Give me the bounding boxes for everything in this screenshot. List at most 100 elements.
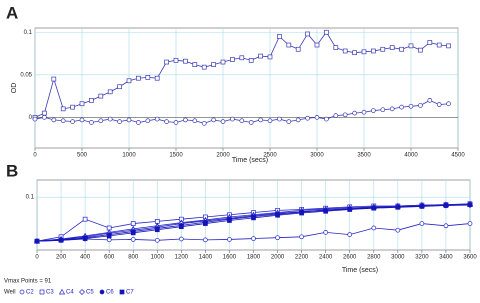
data-point xyxy=(408,43,414,49)
data-point xyxy=(220,59,226,65)
x-tick-label: 2500 xyxy=(263,153,277,159)
data-point xyxy=(154,237,160,243)
data-point xyxy=(201,64,207,70)
data-point xyxy=(239,118,245,124)
data-point xyxy=(427,40,433,45)
data-point xyxy=(117,119,122,124)
data-point xyxy=(178,224,184,230)
x-tick-label: 500 xyxy=(77,153,88,159)
x-tick-label: 0 xyxy=(33,153,37,159)
data-point xyxy=(239,55,245,61)
data-point xyxy=(275,212,280,218)
data-point xyxy=(342,112,348,118)
data-point xyxy=(42,115,47,120)
data-point xyxy=(60,106,66,112)
data-point xyxy=(395,227,401,233)
x-tick-label: 3200 xyxy=(415,255,429,261)
y-axis-label: OD xyxy=(11,83,18,94)
data-point xyxy=(248,120,254,125)
data-point xyxy=(408,103,414,109)
data-point xyxy=(371,48,376,54)
data-point xyxy=(192,118,198,124)
y-tick-label: 0.1 xyxy=(26,195,35,201)
x-tick-label: 1500 xyxy=(169,153,183,159)
data-point xyxy=(352,110,357,116)
data-point xyxy=(227,218,232,223)
data-point xyxy=(436,42,442,48)
data-point xyxy=(258,117,263,123)
data-point xyxy=(286,42,292,48)
data-point xyxy=(98,93,104,99)
data-point xyxy=(98,118,104,124)
x-tick-label: 2000 xyxy=(271,255,285,261)
legend-label: C3 xyxy=(46,290,54,296)
data-point xyxy=(136,75,141,81)
data-point xyxy=(227,237,232,242)
data-point xyxy=(347,207,353,212)
data-point xyxy=(79,117,85,123)
data-point xyxy=(178,236,184,242)
x-tick-label: 1000 xyxy=(151,255,165,261)
data-point xyxy=(58,237,64,243)
data-point xyxy=(446,43,451,49)
data-point xyxy=(203,221,208,226)
data-point xyxy=(119,289,125,295)
data-point xyxy=(371,205,377,211)
x-axis-label: Time (secs) xyxy=(342,267,378,274)
x-tick-label: 3000 xyxy=(391,255,405,261)
data-point xyxy=(154,227,160,233)
data-point xyxy=(79,101,85,107)
x-tick-label: 1800 xyxy=(247,255,261,261)
data-point xyxy=(277,34,282,39)
data-point xyxy=(126,78,132,84)
data-point xyxy=(389,45,395,50)
data-point xyxy=(299,210,304,216)
data-point xyxy=(427,97,433,103)
data-point xyxy=(89,120,94,125)
data-point xyxy=(19,289,25,295)
data-point xyxy=(305,115,310,121)
legend-label: C6 xyxy=(106,290,114,296)
data-point xyxy=(154,116,160,122)
data-point xyxy=(295,46,301,52)
data-point xyxy=(446,101,451,107)
data-point xyxy=(58,288,66,295)
data-point xyxy=(467,221,473,226)
x-tick-label: 0 xyxy=(35,255,39,261)
data-point xyxy=(220,119,226,124)
x-tick-label: 1000 xyxy=(122,153,136,159)
data-point xyxy=(443,223,449,229)
data-point xyxy=(82,216,88,222)
x-tick-label: 4500 xyxy=(451,153,465,159)
data-point xyxy=(82,236,88,241)
x-tick-label: 600 xyxy=(104,255,115,261)
data-point xyxy=(371,108,376,113)
data-point xyxy=(230,116,235,122)
data-point xyxy=(347,232,353,237)
legend-label: C4 xyxy=(66,290,74,296)
x-tick-label: 3000 xyxy=(310,153,324,159)
y-tick-label: 0.1 xyxy=(24,30,33,36)
x-tick-label: 400 xyxy=(80,255,91,261)
data-point xyxy=(467,202,473,208)
data-point xyxy=(380,107,386,113)
data-point xyxy=(342,48,348,54)
data-point xyxy=(333,45,339,50)
legend-label: C2 xyxy=(26,290,34,296)
data-point xyxy=(130,237,136,242)
data-point xyxy=(251,236,256,241)
data-point xyxy=(248,57,254,63)
data-point xyxy=(395,204,401,210)
data-point xyxy=(34,238,40,244)
data-point xyxy=(201,120,207,126)
data-point xyxy=(389,106,395,112)
data-point xyxy=(267,118,273,124)
x-tick-label: 3400 xyxy=(439,255,453,261)
legend-label: C5 xyxy=(86,290,94,296)
data-point xyxy=(324,116,329,122)
data-point xyxy=(361,49,367,55)
data-point xyxy=(106,233,112,239)
x-tick-label: 2000 xyxy=(216,153,230,159)
data-point xyxy=(251,215,256,221)
